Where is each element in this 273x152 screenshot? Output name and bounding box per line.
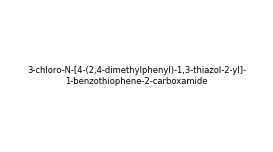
Text: 3-chloro-N-[4-(2,4-dimethylphenyl)-1,3-thiazol-2-yl]-
1-benzothiophene-2-carboxa: 3-chloro-N-[4-(2,4-dimethylphenyl)-1,3-t… bbox=[27, 66, 246, 86]
